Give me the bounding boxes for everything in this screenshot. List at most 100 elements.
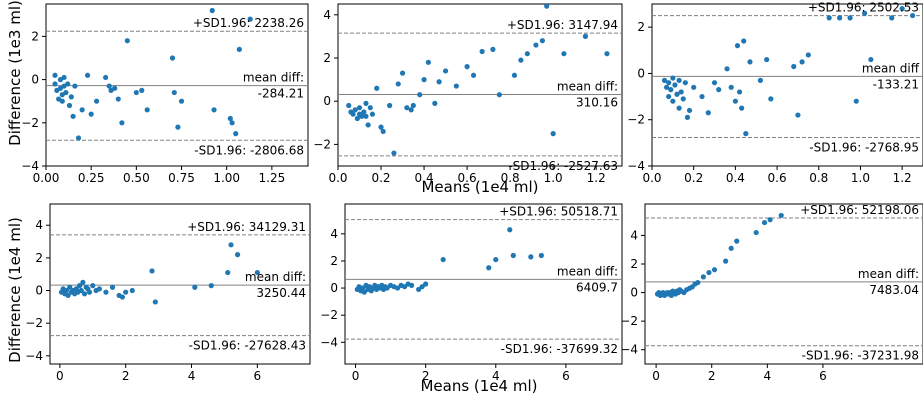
data-point — [853, 98, 859, 104]
data-point — [106, 83, 112, 89]
x-tick-label: 2 — [122, 369, 130, 383]
y-tick-label: 2 — [630, 257, 638, 271]
x-tick-label: 0.8 — [809, 171, 828, 185]
data-point — [768, 96, 774, 102]
x-tick-label: 0 — [352, 369, 360, 383]
mean-diff-label: mean diff — [862, 61, 920, 75]
data-point — [152, 299, 158, 305]
x-tick-label: 0.75 — [168, 171, 195, 185]
data-point — [550, 131, 556, 137]
data-point — [52, 72, 58, 78]
data-point — [676, 105, 682, 111]
data-point — [706, 269, 712, 276]
data-point — [70, 113, 76, 119]
data-point — [423, 281, 429, 287]
data-point — [88, 111, 94, 117]
data-point — [544, 4, 550, 9]
data-point — [805, 52, 811, 58]
data-point — [367, 105, 373, 111]
plot-frame — [644, 203, 923, 365]
chart-bottom-left: 0 2 4 6 −4 −2 0 2 4 +SD1.96: 34129.31 mean diff: 32… — [25, 203, 311, 383]
mean-diff-value: -284.21 — [258, 87, 304, 101]
mean-diff-value: 310.16 — [576, 96, 618, 110]
y-tick-label: 0 — [31, 73, 39, 87]
data-point — [408, 107, 414, 113]
mean-diff-label: mean diff: — [245, 270, 306, 284]
y-tick-label: 0 — [330, 281, 338, 295]
y-tick-label: 4 — [630, 228, 638, 242]
data-point — [209, 7, 215, 14]
data-point — [826, 15, 832, 21]
data-point — [63, 89, 69, 96]
x-tick-label: 0.8 — [501, 171, 520, 185]
data-point — [680, 96, 686, 102]
data-point — [533, 42, 539, 48]
data-point — [84, 72, 91, 78]
data-point — [539, 38, 545, 44]
data-point — [728, 84, 734, 90]
data-point — [847, 15, 853, 21]
data-point — [79, 107, 85, 113]
data-point — [66, 102, 73, 109]
y-tick-label: 0 — [323, 94, 331, 108]
lower-limit-label: -SD1.96: -37231.98 — [802, 349, 919, 363]
data-point — [384, 285, 390, 291]
data-point — [119, 120, 125, 126]
data-point — [356, 105, 363, 111]
data-point — [470, 72, 477, 78]
data-point — [192, 284, 198, 290]
data-point — [682, 80, 688, 86]
data-point — [582, 33, 589, 40]
data-point — [225, 269, 231, 276]
data-point — [247, 16, 253, 22]
x-tick-label: 6 — [562, 369, 570, 383]
data-point — [115, 96, 121, 102]
data-point — [109, 284, 116, 290]
mean-diff-value: 7483.04 — [869, 283, 919, 297]
data-point — [149, 268, 155, 274]
y-axis-label-bottom: Difference (1e4 ml) — [6, 217, 24, 363]
data-point — [799, 59, 805, 65]
data-point — [402, 284, 408, 290]
data-point — [409, 282, 415, 288]
data-point — [123, 289, 129, 295]
data-point — [103, 74, 109, 81]
x-tick-label: 0 — [652, 369, 660, 383]
x-tick-label: 0.50 — [123, 171, 150, 185]
data-point — [124, 38, 130, 44]
data-point — [700, 274, 706, 280]
data-point — [670, 98, 676, 104]
x-tick-label: 0.4 — [726, 171, 745, 185]
data-point — [378, 124, 384, 130]
data-point — [350, 111, 356, 117]
data-point — [404, 105, 410, 111]
data-point — [791, 63, 797, 70]
data-point — [837, 15, 843, 21]
data-point — [361, 109, 367, 115]
data-point — [436, 79, 442, 85]
data-point — [81, 291, 88, 297]
data-point — [493, 256, 499, 263]
y-tick-label: −2 — [627, 113, 645, 127]
data-point — [236, 46, 242, 52]
data-point — [442, 68, 449, 74]
y-tick-label: 4 — [330, 227, 338, 241]
plot-frame — [45, 3, 309, 167]
data-point — [80, 279, 86, 285]
plot-frame — [651, 3, 923, 167]
data-point — [63, 287, 70, 294]
y-tick-label: −4 — [25, 349, 43, 363]
y-tick-label: −2 — [21, 116, 39, 130]
y-tick-label: 4 — [35, 218, 43, 232]
data-point — [359, 113, 365, 119]
data-point — [86, 289, 93, 295]
x-tick-label: 0.6 — [458, 171, 477, 185]
data-point — [178, 98, 185, 104]
y-axis-label-top: Difference (1e3 ml) — [6, 0, 24, 146]
data-point — [464, 64, 470, 70]
data-point — [889, 15, 895, 21]
data-point — [211, 107, 217, 113]
data-point — [753, 229, 759, 236]
data-point — [133, 89, 139, 96]
